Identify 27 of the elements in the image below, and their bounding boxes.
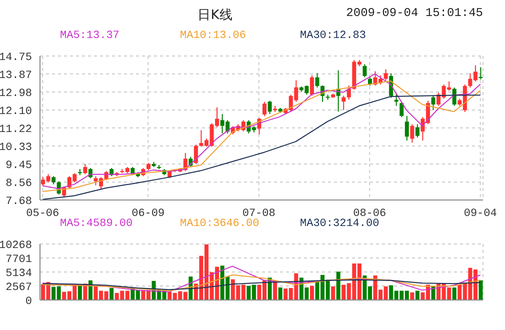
- y-tick-label: 2567: [6, 282, 32, 294]
- text: MA30:3214.00: [300, 218, 380, 230]
- y-tick-label: 8.56: [6, 178, 32, 190]
- y-tick-label: 13.87: [0, 70, 32, 82]
- y-tick-label: 12.10: [0, 106, 32, 118]
- y-tick-label: 0: [25, 296, 32, 308]
- y-tick-label: 10268: [0, 240, 32, 252]
- text: MA10:13.06: [180, 30, 248, 42]
- y-tick-label: 10.33: [0, 142, 32, 154]
- y-tick-label: 14.75: [0, 52, 32, 64]
- x-tick-label: 05-06: [26, 208, 60, 220]
- x-tick-label: 06-09: [132, 208, 165, 220]
- y-tick-label: 11.22: [0, 124, 32, 136]
- y-tick-label: 9.45: [6, 160, 32, 172]
- x-tick-label: 07-08: [242, 208, 276, 220]
- text: MA5:13.37: [60, 30, 120, 42]
- y-tick-label: 5134: [6, 268, 32, 280]
- y-tick-label: 7701: [6, 254, 32, 266]
- text: MA30:12.83: [300, 30, 368, 42]
- y-tick-label: 7.68: [6, 196, 32, 208]
- chart-title: 日K线: [198, 8, 232, 23]
- y-tick-label: 12.98: [0, 88, 32, 100]
- chart-subtitle: 2009-09-04 15:01:45: [346, 6, 483, 20]
- x-tick-label: 09-04: [464, 208, 498, 220]
- x-tick-label: 08-06: [353, 208, 386, 220]
- text: MA10:3646.00: [180, 218, 260, 230]
- text: MA5:4589.00: [60, 218, 134, 230]
